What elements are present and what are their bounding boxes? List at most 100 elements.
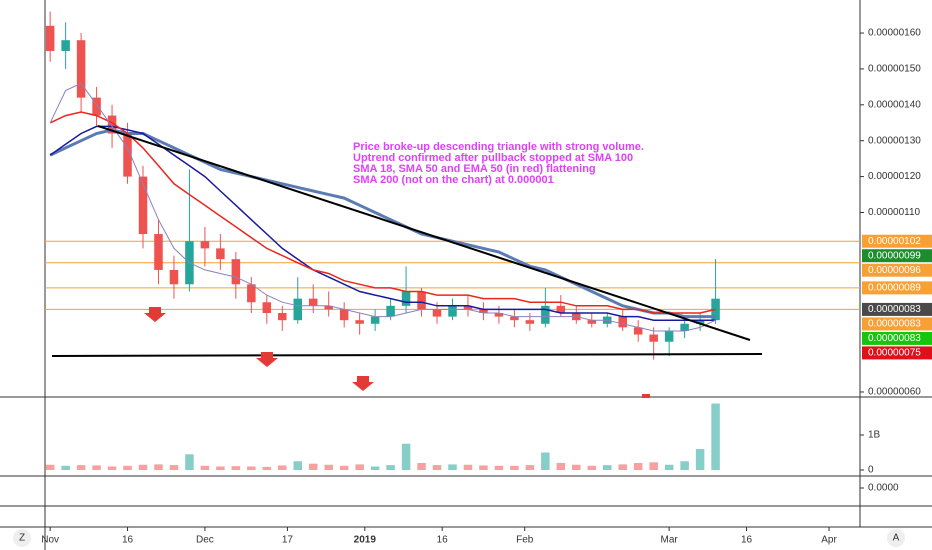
candle-body: [556, 305, 566, 314]
candle-body: [695, 320, 705, 324]
button-label[interactable]: Z: [19, 533, 25, 544]
candle-body: [92, 97, 101, 116]
trendline: [97, 125, 751, 341]
candle-body: [123, 133, 132, 177]
price-label: 0.00000083: [868, 304, 921, 315]
candle-body: [417, 291, 426, 310]
button-label[interactable]: A: [893, 533, 900, 544]
arrow: [144, 307, 166, 322]
price-label: 0.00000083: [868, 333, 921, 344]
price-label-box: [862, 263, 932, 277]
volume-bar: [618, 464, 627, 470]
volume-bar: [200, 465, 210, 470]
button[interactable]: [13, 529, 31, 547]
price-label-box: [862, 346, 932, 360]
candle-body: [278, 313, 287, 321]
volume-bar: [680, 461, 689, 470]
price-label-box: [862, 331, 932, 345]
candle-body: [386, 305, 395, 317]
moving-average: [49, 128, 716, 319]
price-label-box: [862, 302, 932, 316]
annotation: Price broke-up descending triangle with …: [353, 141, 644, 153]
volume-bar: [525, 465, 535, 470]
volume-bar: [664, 464, 674, 470]
candle-body: [494, 313, 504, 317]
volume-bar: [92, 465, 101, 470]
volume-bar: [308, 463, 318, 470]
annotation: SMA 18, SMA 50 and EMA 50 (in red) flatt…: [353, 163, 596, 175]
y-tick-label: 0.00000110: [868, 207, 921, 218]
button[interactable]: [887, 529, 905, 547]
volume-bar: [494, 465, 504, 470]
volume-bar: [231, 466, 241, 470]
x-tick-label: Apr: [821, 535, 837, 546]
x-tick-label: Feb: [516, 535, 534, 546]
price-label: 0.00000083: [868, 319, 921, 330]
volume-bar: [45, 464, 55, 470]
price-label: 0.00000102: [868, 236, 921, 247]
candle-body: [45, 25, 55, 51]
y-tick-label: 0.00000120: [868, 171, 921, 182]
candle-body: [154, 234, 163, 270]
candle-body: [355, 320, 364, 324]
price-label: 0.00000096: [868, 265, 921, 276]
volume-bar: [510, 465, 519, 470]
volume-bar: [169, 465, 179, 470]
arrow: [352, 376, 374, 391]
volume-bar: [339, 465, 349, 470]
candle-body: [247, 284, 256, 303]
candle-body: [169, 269, 179, 285]
price-label: 0.00000075: [868, 348, 921, 359]
candle-body: [448, 305, 457, 317]
x-tick-label: Dec: [196, 535, 214, 546]
moving-average: [49, 82, 716, 332]
candle-body: [324, 305, 333, 310]
volume-bar: [262, 466, 272, 470]
volume-bar: [123, 465, 132, 470]
price-label: 0.00000089: [868, 283, 921, 294]
x-tick-label: 2019: [354, 535, 377, 546]
y-tick-label: 0.00000150: [868, 64, 921, 75]
candle-body: [587, 320, 597, 324]
candle-body: [649, 334, 658, 342]
candle-body: [479, 309, 488, 314]
volume-bar: [541, 452, 550, 470]
y-tick-label: 0: [868, 465, 874, 476]
volume-bar: [587, 465, 597, 470]
candle-body: [401, 291, 411, 306]
moving-average: [49, 111, 716, 314]
candle-body: [231, 259, 241, 285]
price-label-box: [862, 249, 932, 263]
candle-body: [216, 248, 225, 260]
candle-body: [680, 323, 689, 331]
x-tick-label: Nov: [41, 535, 59, 546]
candle-body: [432, 309, 442, 317]
volume-bar: [138, 464, 148, 470]
annotation: Uptrend confirmed after pullback stopped…: [353, 152, 633, 164]
y-tick-label: 0.00000160: [868, 28, 921, 39]
candle-body: [510, 316, 519, 321]
volume-bar: [154, 464, 163, 470]
volume-bar: [479, 465, 488, 470]
support-line: [51, 353, 763, 357]
y-tick-label: 1B: [868, 430, 881, 441]
volume-bar: [293, 461, 303, 470]
volume-bar: [463, 464, 473, 470]
candle-body: [633, 327, 643, 335]
volume-bar: [107, 466, 117, 470]
candle-body: [293, 298, 303, 321]
volume-bar: [61, 465, 70, 470]
candle-body: [339, 309, 349, 321]
price-label-box: [862, 317, 932, 331]
candle-body: [618, 316, 627, 328]
volume-bar: [76, 465, 86, 470]
volume-bar: [355, 464, 364, 470]
x-tick-label: Mar: [661, 535, 679, 546]
volume-bar: [432, 465, 442, 470]
volume-bar: [386, 465, 395, 470]
volume-bar: [401, 443, 411, 470]
arrow: [256, 352, 278, 367]
candle-body: [200, 241, 210, 249]
candle-body: [76, 40, 86, 98]
volume-bar: [602, 465, 612, 470]
